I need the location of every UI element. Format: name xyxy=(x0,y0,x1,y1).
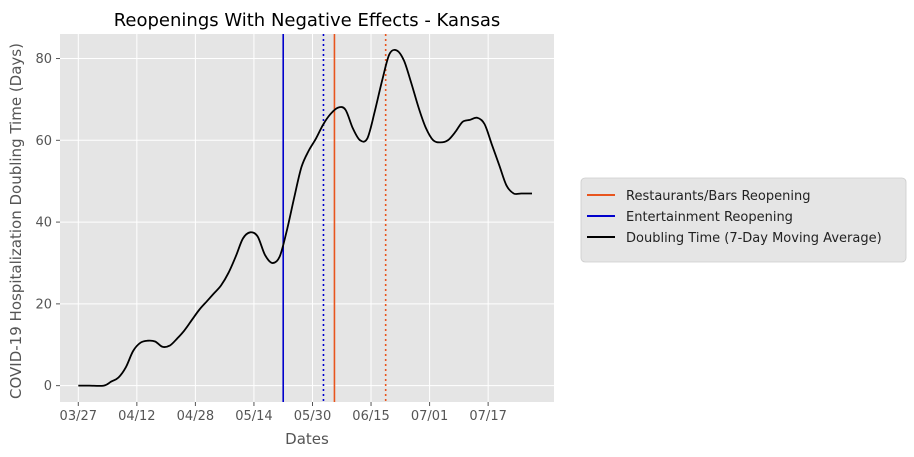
x-tick-label: 06/15 xyxy=(352,409,389,424)
chart-title: Reopenings With Negative Effects - Kansa… xyxy=(114,10,501,31)
y-tick-label: 20 xyxy=(35,297,52,312)
series-group xyxy=(78,48,532,387)
x-tick-label: 04/28 xyxy=(177,409,214,424)
x-tick-labels: 03/27 04/12 04/28 05/14 05/30 06/15 07/01 07/17 xyxy=(60,402,507,424)
legend-label: Restaurants/Bars Reopening xyxy=(626,189,810,204)
x-axis-title: Dates xyxy=(285,430,329,448)
x-tick-label: 07/01 xyxy=(411,409,448,424)
x-tick-label: 04/12 xyxy=(118,409,155,424)
y-axis-title: COVID-19 Hospitalization Doubling Time (… xyxy=(7,43,25,399)
legend-items: Restaurants/Bars Reopening Entertainment … xyxy=(587,189,882,246)
x-tick-label: 07/17 xyxy=(469,409,506,424)
y-tick-label: 80 xyxy=(35,52,52,67)
x-tick-label: 05/30 xyxy=(294,409,331,424)
legend-box xyxy=(580,177,907,263)
y-tick-labels: 0 20 40 60 80 xyxy=(35,52,60,394)
plot-background xyxy=(60,34,554,402)
y-tick-label: 40 xyxy=(35,216,52,231)
grid xyxy=(60,34,554,402)
reopening-lines xyxy=(282,34,387,402)
legend-label: Doubling Time (7-Day Moving Average) xyxy=(626,231,882,246)
legend-label: Entertainment Reopening xyxy=(626,210,793,225)
x-tick-label: 05/14 xyxy=(235,409,272,424)
y-tick-label: 60 xyxy=(35,134,52,149)
doubling-time-line xyxy=(78,48,532,387)
y-tick-label: 0 xyxy=(44,379,52,394)
x-tick-label: 03/27 xyxy=(60,409,97,424)
legend: Restaurants/Bars Reopening Entertainment … xyxy=(580,177,907,263)
